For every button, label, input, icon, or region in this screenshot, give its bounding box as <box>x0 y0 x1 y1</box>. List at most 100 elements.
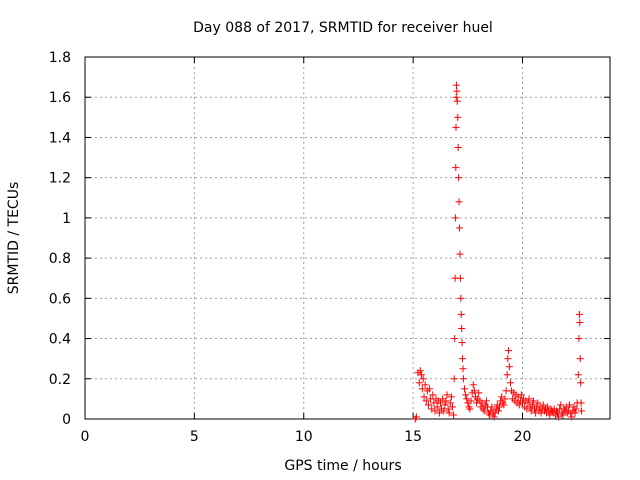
data-point <box>436 399 444 407</box>
data-point <box>450 411 458 419</box>
data-point <box>488 403 496 411</box>
data-point <box>529 397 537 405</box>
data-point <box>467 397 475 405</box>
data-point <box>469 381 477 389</box>
plot-frame <box>84 56 611 420</box>
data-point <box>572 405 580 413</box>
data-point <box>431 407 439 415</box>
x-tick-label: 15 <box>404 429 422 445</box>
data-point <box>419 375 427 383</box>
data-point <box>452 164 460 172</box>
data-point <box>454 144 462 151</box>
data-point <box>456 274 464 282</box>
data-point <box>430 399 438 407</box>
y-axis-label: SRMTID / TECUs <box>6 182 22 295</box>
data-point <box>433 403 441 411</box>
y-tick-label: 1.6 <box>49 90 71 106</box>
data-point <box>412 413 420 421</box>
data-point <box>480 407 488 415</box>
data-point <box>424 401 432 409</box>
data-point <box>457 294 465 302</box>
data-point <box>435 409 443 417</box>
y-tick-label: 1 <box>62 211 71 227</box>
data-point <box>457 310 465 318</box>
data-point <box>452 123 460 131</box>
data-point <box>443 391 451 399</box>
y-tick-label: 0.6 <box>49 291 71 307</box>
data-point <box>440 407 448 415</box>
data-point <box>444 405 452 413</box>
data-point <box>426 385 434 393</box>
data-point <box>452 81 460 89</box>
data-point <box>505 363 513 371</box>
y-tick-label: 1.2 <box>49 171 71 187</box>
x-axis-label: GPS time / hours <box>284 458 401 474</box>
data-point <box>475 389 483 397</box>
data-point <box>577 379 585 387</box>
data-point <box>417 371 425 379</box>
data-point <box>415 379 423 387</box>
data-point <box>577 399 585 407</box>
data-point <box>463 395 471 403</box>
data-point <box>455 198 463 206</box>
data-point <box>455 174 463 182</box>
y-tick-label: 0 <box>62 412 71 428</box>
data-point <box>442 397 450 405</box>
x-tick-label: 20 <box>514 429 532 445</box>
data-point <box>459 375 467 383</box>
data-point <box>453 97 461 105</box>
y-tick-label: 1.8 <box>49 50 71 66</box>
data-point <box>574 371 582 379</box>
data-point <box>506 379 514 387</box>
data-point <box>459 365 467 373</box>
data-point <box>445 409 453 417</box>
x-tick-label: 5 <box>190 429 199 445</box>
data-point <box>452 214 460 222</box>
data-point <box>501 395 509 403</box>
data-point <box>524 399 532 407</box>
data-point <box>470 387 478 395</box>
y-tick-label: 0.2 <box>49 372 71 388</box>
grid <box>85 57 610 419</box>
data-point <box>456 250 464 258</box>
data-point <box>528 401 536 409</box>
data-point <box>575 310 583 318</box>
data-point <box>441 401 449 409</box>
data-point <box>461 385 469 393</box>
data-point <box>517 391 525 399</box>
data-point <box>539 401 547 409</box>
data-point <box>458 339 466 347</box>
ticks: 0 5 10 15 20 0 0.2 0.4 0.6 0.8 1 1.2 1.4 1.6 1.8 <box>49 50 610 445</box>
data-point <box>420 393 428 401</box>
data-point <box>578 407 586 415</box>
data-point <box>459 355 467 363</box>
y-tick-label: 0.8 <box>49 251 71 267</box>
x-tick-label: 0 <box>81 429 90 445</box>
data-point <box>454 113 462 121</box>
data-point <box>450 375 458 383</box>
data-point <box>568 413 576 421</box>
data-point <box>571 409 579 417</box>
data-point <box>449 403 456 411</box>
data-point <box>576 318 584 326</box>
data-point <box>458 325 466 332</box>
x-tick-label: 10 <box>295 429 313 445</box>
data-point <box>494 407 502 415</box>
data-point <box>575 335 583 343</box>
data-point <box>451 335 459 343</box>
data-point <box>503 371 511 379</box>
y-tick-label: 1.4 <box>49 130 71 146</box>
data-point <box>416 367 424 375</box>
data-points <box>411 81 586 423</box>
data-point <box>566 401 574 409</box>
data-point <box>557 401 565 409</box>
data-point <box>462 391 470 399</box>
data-point <box>447 393 455 401</box>
data-point <box>504 355 512 363</box>
data-point <box>525 395 533 403</box>
data-point <box>446 399 454 407</box>
data-point <box>453 87 461 95</box>
data-point <box>496 403 504 411</box>
data-point <box>452 93 460 101</box>
data-point <box>456 224 463 232</box>
